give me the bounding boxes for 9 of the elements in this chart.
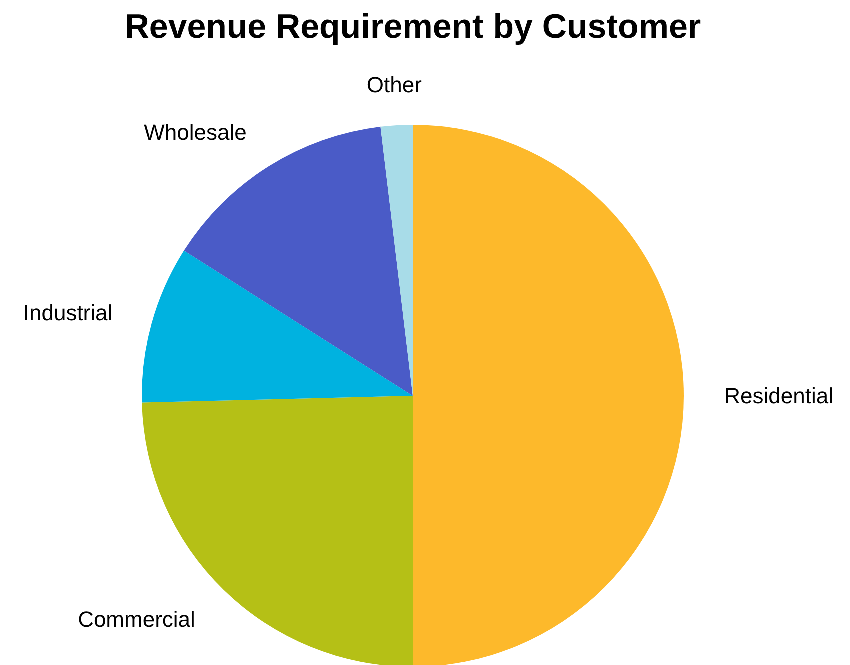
chart-title: Revenue Requirement by Customer [124, 8, 702, 46]
slice-label: Industrial [23, 300, 113, 326]
slice-label: Residential [724, 384, 834, 409]
pie-slice [380, 125, 413, 396]
slice-label: Wholesale [144, 120, 247, 146]
pie-slice [142, 250, 413, 403]
slice-label: Other [366, 72, 422, 98]
slice-label: Commercial [78, 606, 196, 632]
pie-slice [413, 125, 684, 665]
